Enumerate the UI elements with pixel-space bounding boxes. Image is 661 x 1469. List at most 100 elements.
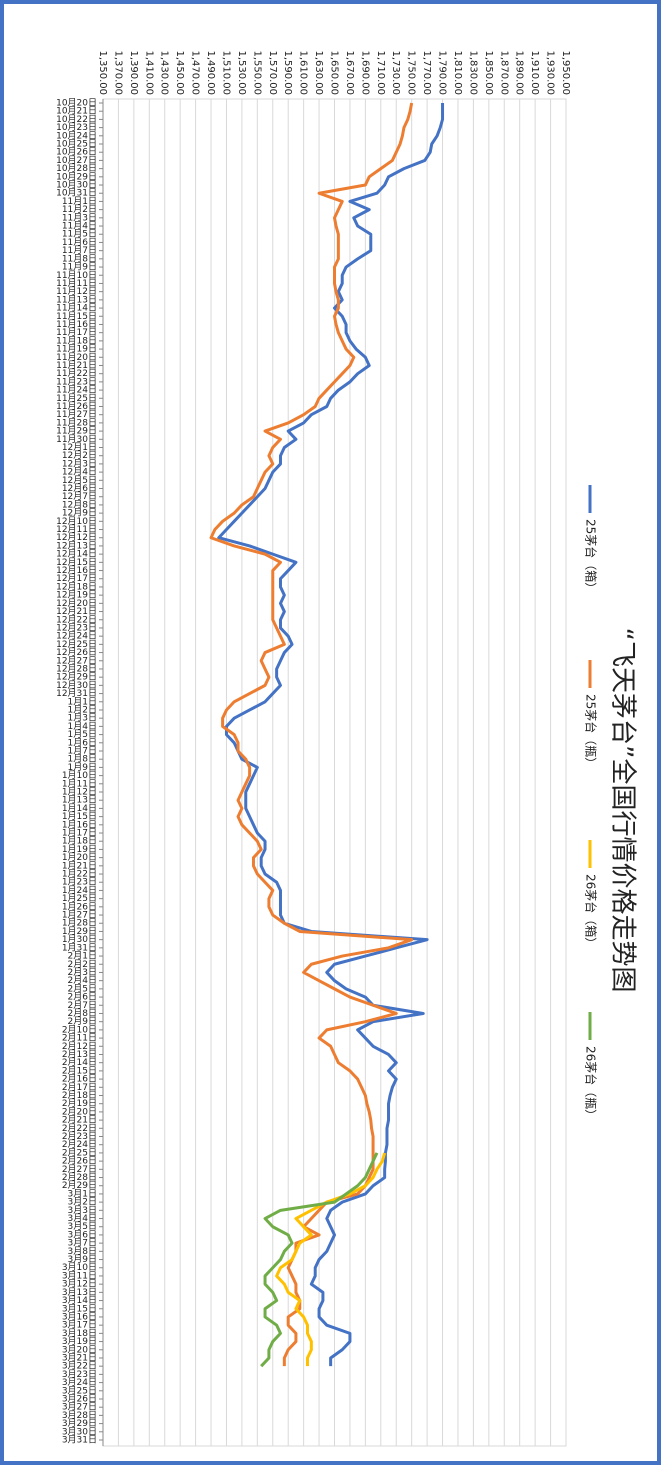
legend-label: 25茅台（箱） [584,519,599,594]
y-tick-label: 1,950.00 [560,50,571,95]
y-tick-label: 1,530.00 [236,50,247,95]
x-tick-label: 2月1日 [68,951,97,962]
x-tick-label: 3月20日 [62,1344,97,1355]
x-tick-label: 12月2日 [62,450,97,461]
x-tick-label: 2月10日 [62,1024,97,1035]
x-tick-label: 1月23日 [62,877,97,888]
x-tick-label: 3月28日 [62,1410,97,1421]
x-tick-label: 11月18日 [56,335,97,346]
x-tick-label: 12月11日 [56,524,97,535]
x-tick-label: 2月22日 [62,1123,97,1134]
x-tick-label: 3月5日 [68,1221,97,1232]
y-tick-label: 1,910.00 [529,50,540,95]
x-tick-label: 3月10日 [62,1262,97,1273]
x-tick-label: 2月6日 [68,992,97,1003]
x-tick-label: 10月21日 [56,106,97,117]
y-tick-label: 1,750.00 [406,50,417,95]
x-tick-label: 11月25日 [56,393,97,404]
y-tick-label: 1,670.00 [344,50,355,95]
y-tick-label: 1,370.00 [112,50,123,95]
y-tick-label: 1,930.00 [545,50,556,95]
x-tick-label: 10月29日 [56,171,97,182]
x-tick-label: 1月14日 [62,803,97,814]
x-tick-label: 2月12日 [62,1041,97,1052]
x-tick-label: 11月28日 [56,417,97,428]
y-tick-label: 1,810.00 [452,50,463,95]
x-tick-label: 2月21日 [62,1115,97,1126]
x-tick-label: 1月11日 [62,778,97,789]
x-tick-label: 3月3日 [68,1205,97,1216]
x-tick-label: 12月18日 [56,581,97,592]
x-tick-label: 11月11日 [56,278,97,289]
x-tick-label: 3月27日 [62,1402,97,1413]
x-tick-label: 1月2日 [68,704,97,715]
x-tick-label: 1月25日 [62,893,97,904]
x-tick-label: 12月9日 [62,508,97,519]
x-tick-label: 2月28日 [62,1172,97,1183]
x-tick-label: 2月3日 [68,967,97,978]
x-tick-label: 12月21日 [56,606,97,617]
x-tick-label: 12月5日 [62,475,97,486]
x-tick-label: 1月10日 [62,770,97,781]
x-tick-label: 12月3日 [62,458,97,469]
x-tick-label: 11月4日 [62,221,97,232]
x-tick-label: 12月12日 [56,532,97,543]
x-tick-label: 11月13日 [56,294,97,305]
x-tick-label: 3月9日 [68,1254,97,1265]
x-tick-label: 12月31日 [56,688,97,699]
x-tick-label: 3月18日 [62,1328,97,1339]
x-tick-label: 1月18日 [62,836,97,847]
y-tick-label: 1,490.00 [205,50,216,95]
y-tick-label: 1,450.00 [174,50,185,95]
x-tick-label: 3月1日 [68,1188,97,1199]
x-tick-label: 3月16日 [62,1311,97,1322]
x-tick-label: 11月24日 [56,385,97,396]
x-tick-label: 12月10日 [56,516,97,527]
x-tick-label: 11月1日 [62,196,97,207]
series-line [209,102,414,1367]
x-tick-label: 2月7日 [68,1000,97,1011]
x-tick-label: 1月19日 [62,844,97,855]
x-tick-label: 3月7日 [68,1238,97,1249]
x-tick-label: 2月9日 [68,1016,97,1027]
y-tick-label: 1,510.00 [220,50,231,95]
x-tick-label: 12月19日 [56,590,97,601]
x-tick-label: 11月6日 [62,237,97,248]
x-tick-label: 10月25日 [56,139,97,150]
x-tick-label: 11月19日 [56,344,97,355]
x-tick-label: 3月2日 [68,1197,97,1208]
y-tick-label: 1,650.00 [329,50,340,95]
x-tick-label: 10月20日 [56,98,97,109]
x-tick-label: 3月26日 [62,1393,97,1404]
x-tick-label: 1月7日 [68,745,97,756]
legend-label: 26茅台（瓶） [584,1046,599,1121]
y-tick-label: 1,350.00 [97,50,108,95]
y-tick-label: 1,730.00 [390,50,401,95]
legend-label: 26茅台（箱） [584,874,599,949]
x-tick-label: 3月29日 [62,1418,97,1429]
y-tick-label: 1,570.00 [267,50,278,95]
x-tick-label: 10月26日 [56,147,97,158]
x-tick-label: 1月24日 [62,885,97,896]
x-tick-label: 11月10日 [56,270,97,281]
x-tick-label: 12月24日 [56,631,97,642]
x-tick-label: 2月5日 [68,983,97,994]
x-tick-label: 3月11日 [62,1270,97,1281]
x-tick-label: 2月15日 [62,1065,97,1076]
x-tick-label: 3月30日 [62,1426,97,1437]
x-tick-label: 11月23日 [56,376,97,387]
y-tick-label: 1,610.00 [298,50,309,95]
x-tick-label: 3月4日 [68,1213,97,1224]
x-tick-label: 3月25日 [62,1385,97,1396]
x-tick-label: 3月24日 [62,1377,97,1388]
x-tick-label: 12月29日 [56,672,97,683]
x-tick-label: 12月1日 [62,442,97,453]
x-tick-label: 11月2日 [62,204,97,215]
x-tick-label: 11月14日 [56,303,97,314]
x-tick-label: 1月28日 [62,918,97,929]
x-tick-label: 2月16日 [62,1074,97,1085]
x-tick-label: 11月30日 [56,434,97,445]
